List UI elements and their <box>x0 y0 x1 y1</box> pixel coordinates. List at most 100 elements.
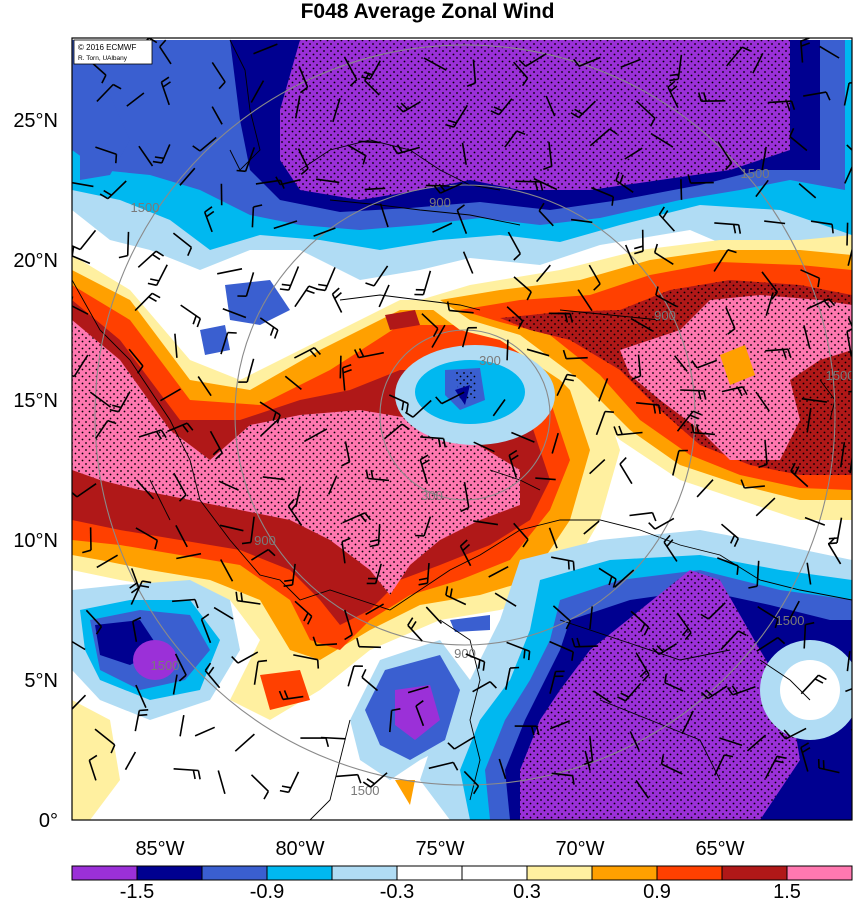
wind-barb <box>755 497 776 517</box>
colorbar-swatch <box>591 865 658 881</box>
wind-barb <box>717 557 739 575</box>
wind-barb <box>506 641 531 661</box>
wind-barb <box>758 439 768 469</box>
wind-barb <box>259 317 279 339</box>
wind-barb <box>293 654 320 669</box>
wind-barbs <box>72 38 852 800</box>
wind-barb <box>669 54 683 82</box>
wind-barb <box>379 203 389 228</box>
colorbar-labels: -1.5 -0.9 -0.3 0.3 0.9 1.5 <box>120 881 801 900</box>
wind-barb <box>445 586 467 606</box>
wind-barb <box>432 222 453 233</box>
wind-barb <box>790 462 809 488</box>
wind-barb <box>752 52 764 74</box>
wind-barb <box>658 206 675 232</box>
wind-barb <box>847 317 852 329</box>
wind-barb <box>635 779 650 799</box>
wind-barb <box>461 142 467 165</box>
wind-barb <box>152 144 171 164</box>
wind-barb <box>320 736 346 740</box>
wind-barb <box>172 232 193 257</box>
wind-barb <box>676 612 692 641</box>
negative-wind-region-south <box>350 530 852 820</box>
negative-wind-region-north <box>72 40 852 355</box>
wind-barb <box>717 141 733 171</box>
wind-barb <box>764 220 786 225</box>
wind-barb <box>72 483 97 498</box>
wind-barb <box>428 761 459 771</box>
wind-barb <box>473 520 499 526</box>
wind-barb <box>129 568 140 594</box>
wind-barb <box>672 449 688 476</box>
wind-barb <box>630 610 650 636</box>
lon-tick-label: 75°W <box>415 838 464 860</box>
wind-barb <box>138 429 167 440</box>
lon-tick-label: 80°W <box>275 838 324 860</box>
wind-barb <box>203 206 215 233</box>
wind-barb <box>332 97 341 123</box>
wind-barb <box>721 386 748 397</box>
wind-barb <box>388 394 409 413</box>
colorbar-label: 0.3 <box>513 881 541 900</box>
wind-barb <box>800 742 811 772</box>
wind-barb <box>209 430 223 460</box>
wind-barb <box>435 391 465 405</box>
wind-barb <box>655 286 678 308</box>
wind-barb <box>800 674 827 695</box>
wind-barb <box>72 354 89 378</box>
wind-barb <box>589 459 606 475</box>
negative-wind-blob-southwest <box>72 580 240 720</box>
wind-barb <box>613 425 643 436</box>
wind-barb <box>577 289 593 312</box>
wind-barb <box>361 668 379 692</box>
wind-barb <box>804 516 826 526</box>
wind-barb <box>629 731 640 751</box>
wind-barb <box>218 480 239 491</box>
wind-barb <box>535 264 551 283</box>
wind-barb <box>548 312 574 323</box>
wind-barb <box>691 359 718 369</box>
wind-barb <box>806 407 812 433</box>
wind-barb <box>466 59 477 87</box>
range-ring-label: 300 <box>479 353 501 368</box>
wind-barb <box>767 100 796 111</box>
wind-barb <box>415 516 432 537</box>
wind-barb <box>518 53 547 67</box>
wind-barb <box>803 91 831 101</box>
wind-barb <box>624 244 635 265</box>
wind-barb <box>353 348 384 359</box>
wind-barb <box>636 402 661 415</box>
wind-barb <box>845 687 852 693</box>
wind-barb <box>124 751 137 771</box>
wind-barb <box>365 603 384 616</box>
wind-barb <box>219 524 244 532</box>
colorbar-swatch <box>461 865 528 881</box>
wind-barb <box>700 685 728 700</box>
wind-barb <box>445 104 468 128</box>
wind-barb <box>846 651 851 672</box>
wind-barb <box>463 770 480 795</box>
wind-barb <box>801 397 828 403</box>
range-ring-label: 1500 <box>351 783 380 798</box>
wind-barb <box>598 378 609 402</box>
wind-barb <box>828 537 842 565</box>
wind-barb <box>650 132 674 148</box>
wind-barb <box>222 307 247 319</box>
wind-barb <box>211 106 223 125</box>
wind-barb <box>279 771 300 794</box>
wind-barb <box>533 177 558 191</box>
wind-barb <box>172 598 199 609</box>
wind-barb <box>713 754 734 776</box>
wind-barb <box>369 524 381 548</box>
wind-barb <box>235 591 261 605</box>
wind-barb <box>460 481 470 513</box>
range-ring-label: 900 <box>254 533 276 548</box>
wind-barb <box>514 725 540 736</box>
wind-barb <box>571 637 599 648</box>
map-title: F048 Average Zonal Wind <box>300 0 555 23</box>
wind-barb <box>779 727 807 740</box>
wind-barb <box>765 348 792 359</box>
wind-barb <box>404 399 432 418</box>
wind-barb <box>589 128 618 147</box>
wind-barb <box>515 180 544 191</box>
